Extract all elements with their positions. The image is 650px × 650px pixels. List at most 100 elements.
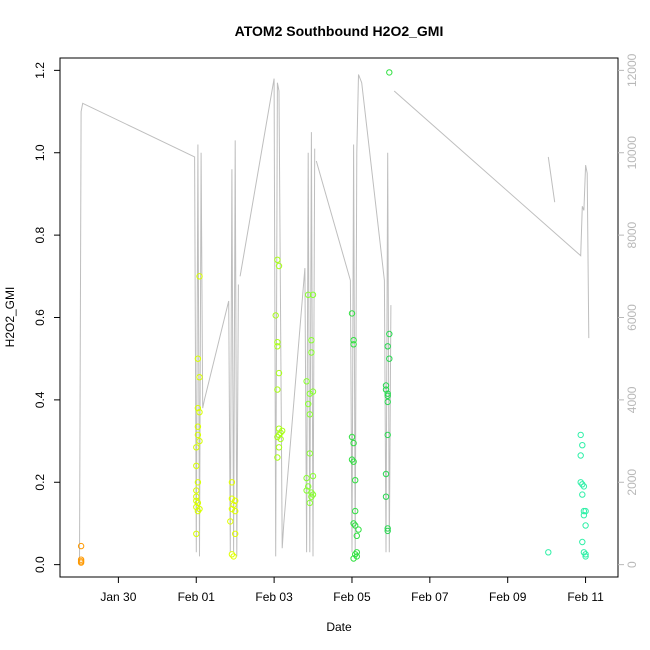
data-point (196, 273, 203, 280)
data-point (350, 555, 357, 562)
data-point (382, 470, 390, 478)
data-point (582, 553, 589, 560)
data-point (309, 388, 317, 395)
data-point (303, 378, 310, 385)
data-point (348, 433, 356, 441)
data-point (582, 507, 589, 515)
data-point (355, 526, 362, 533)
data-point (274, 454, 281, 461)
data-point (353, 532, 360, 539)
data-point (353, 553, 360, 560)
y2-tick-label: 12000 (625, 53, 639, 87)
data-point (232, 497, 239, 504)
x-tick-label: Feb 07 (411, 590, 449, 604)
data-point (308, 337, 315, 344)
data-point (232, 530, 239, 537)
data-point (194, 355, 202, 362)
y2-tick-label: 10000 (625, 136, 639, 170)
altitude-line-segment (239, 78, 316, 557)
data-point (386, 355, 393, 362)
data-point (382, 382, 390, 389)
data-point (196, 437, 203, 445)
y-axis-label: H2O2_GMI (3, 287, 17, 348)
data-point (274, 339, 281, 346)
data-point (384, 525, 391, 532)
y-tick-label: 0.4 (33, 391, 47, 408)
data-point (309, 291, 317, 298)
data-point (230, 553, 237, 560)
data-point (545, 549, 552, 556)
data-point (227, 518, 234, 525)
data-point (352, 507, 359, 515)
y2-tick-label: 0 (625, 561, 639, 568)
data-point (350, 341, 357, 348)
data-point (386, 69, 393, 76)
data-point (353, 549, 360, 556)
data-point (350, 337, 357, 344)
y-tick-label: 0.0 (33, 556, 47, 573)
data-point (275, 444, 283, 451)
data-point (232, 507, 239, 515)
data-point (384, 527, 391, 535)
chart-title: ATOM2 Southbound H2O2_GMI (235, 23, 444, 39)
data-point (194, 499, 202, 507)
data-point (580, 483, 588, 490)
data-point (352, 522, 359, 529)
data-point (308, 493, 315, 500)
data-point (580, 549, 588, 556)
data-point (382, 386, 390, 393)
data-point (306, 390, 313, 397)
x-tick-label: Feb 09 (489, 590, 527, 604)
data-point (352, 477, 359, 484)
data-point (275, 425, 283, 432)
data-point (275, 369, 283, 377)
data-point (274, 386, 281, 393)
axes-layer: Jan 30 Feb 01 Feb 03 Feb 05 Feb 07 Feb 09 Feb … (33, 53, 639, 604)
data-point (230, 501, 237, 509)
y2-tick-label: 8000 (625, 221, 639, 248)
data-point (308, 349, 315, 356)
data-point (77, 542, 85, 550)
y2-tick-label: 4000 (625, 386, 639, 413)
data-point (279, 427, 286, 434)
data-point (305, 291, 312, 298)
data-point (384, 398, 391, 406)
x-tick-label: Jan 30 (100, 590, 136, 604)
data-point (193, 462, 200, 469)
plot-frame (59, 57, 619, 578)
data-point (350, 439, 357, 447)
altitude-line-segment (315, 74, 392, 553)
data-point (274, 343, 281, 350)
y-tick-label: 1.2 (33, 62, 47, 79)
data-point (194, 404, 202, 412)
data-point (306, 411, 313, 418)
data-point (309, 472, 317, 480)
data-point (384, 431, 391, 439)
altitude-line-segment (393, 90, 590, 339)
y2-tick-label: 2000 (625, 469, 639, 496)
data-point (194, 431, 202, 439)
data-point (580, 512, 588, 519)
data-point (306, 499, 313, 507)
data-point (350, 520, 357, 527)
y-tick-label: 0.2 (33, 474, 47, 491)
x-axis-label: Date (326, 620, 352, 634)
data-point (272, 312, 279, 319)
data-point (193, 493, 200, 500)
altitude-line-segment (79, 102, 239, 565)
data-point (308, 489, 315, 496)
data-point (577, 479, 584, 486)
data-point (384, 390, 391, 397)
data-point (275, 262, 283, 270)
data-point (196, 409, 203, 416)
data-point (348, 310, 356, 317)
data-point (274, 433, 281, 441)
data-point (579, 442, 586, 449)
y-tick-label: 1.0 (33, 144, 47, 161)
data-point (577, 452, 584, 459)
data-point (303, 474, 310, 482)
data-point (194, 423, 202, 430)
x-tick-label: Feb 03 (255, 590, 293, 604)
data-point (194, 507, 202, 515)
